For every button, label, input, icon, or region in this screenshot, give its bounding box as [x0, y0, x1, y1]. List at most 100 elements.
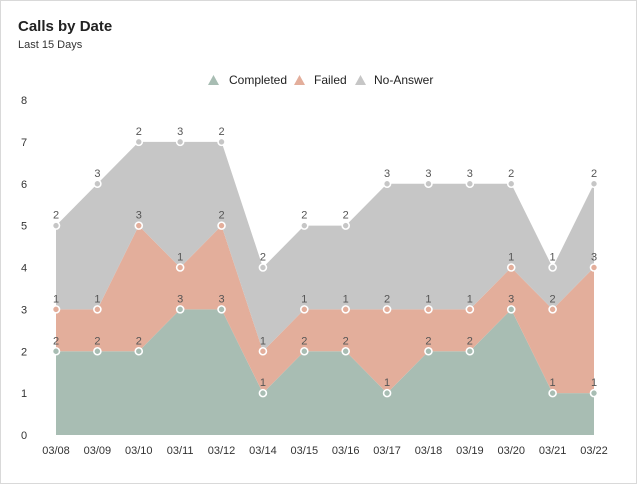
y-axis: 0 1 2 3 4 5 6 7 8 [21, 95, 27, 442]
y-tick-label: 8 [21, 95, 27, 107]
legend-swatch-no-answer [355, 75, 366, 85]
data-label-failed: 1 [53, 293, 59, 305]
data-label-completed: 2 [343, 335, 349, 347]
point-no-answer[interactable] [175, 137, 185, 147]
data-label-failed: 1 [301, 293, 307, 305]
point-completed[interactable] [217, 305, 226, 314]
point-completed[interactable] [589, 388, 599, 398]
data-label-completed: 2 [53, 335, 59, 347]
chart-subtitle: Last 15 Days [18, 39, 83, 51]
point-completed[interactable] [341, 346, 350, 356]
data-label-completed: 1 [260, 377, 266, 389]
x-tick-label: 03/17 [373, 445, 401, 457]
point-failed[interactable] [134, 221, 144, 230]
data-label-no-answer: 2 [136, 126, 142, 138]
data-label-no-answer: 2 [218, 126, 224, 138]
y-tick-label: 2 [21, 346, 27, 358]
x-tick-label: 03/11 [167, 445, 194, 457]
point-completed[interactable] [51, 346, 61, 356]
legend-label-no-answer[interactable]: No-Answer [374, 73, 433, 87]
data-label-no-answer: 3 [384, 168, 390, 180]
point-failed[interactable] [217, 221, 226, 230]
point-no-answer[interactable] [341, 221, 350, 230]
x-tick-label: 03/21 [539, 445, 567, 457]
point-failed[interactable] [341, 305, 350, 314]
data-label-no-answer: 3 [467, 168, 473, 180]
point-completed[interactable] [382, 388, 392, 398]
data-label-no-answer: 1 [550, 252, 556, 264]
x-tick-label: 03/22 [580, 445, 608, 457]
point-no-answer[interactable] [589, 179, 599, 189]
y-tick-label: 6 [21, 179, 27, 191]
data-label-failed: 2 [384, 293, 390, 305]
point-no-answer[interactable] [548, 263, 557, 272]
x-tick-label: 03/08 [42, 445, 70, 457]
x-tick-label: 03/12 [208, 445, 236, 457]
data-label-no-answer: 2 [260, 252, 266, 264]
data-label-no-answer: 2 [508, 168, 514, 180]
data-label-completed: 2 [136, 335, 142, 347]
point-failed[interactable] [589, 263, 599, 272]
point-no-answer[interactable] [506, 179, 516, 189]
x-tick-label: 03/18 [415, 445, 443, 457]
y-tick-label: 3 [21, 304, 27, 316]
y-tick-label: 5 [21, 221, 27, 233]
point-failed[interactable] [300, 305, 309, 314]
point-completed[interactable] [175, 305, 185, 314]
data-label-completed: 3 [218, 293, 224, 305]
point-completed[interactable] [424, 346, 433, 356]
point-completed[interactable] [506, 305, 516, 314]
point-completed[interactable] [134, 346, 144, 356]
area-no-answer[interactable] [56, 141, 594, 352]
point-no-answer[interactable] [134, 137, 144, 147]
point-no-answer[interactable] [382, 179, 392, 189]
data-label-no-answer: 2 [591, 168, 597, 180]
point-no-answer[interactable] [465, 179, 475, 189]
data-label-failed: 3 [591, 252, 597, 264]
data-label-completed: 3 [508, 293, 514, 305]
point-failed[interactable] [175, 263, 185, 272]
data-label-completed: 1 [384, 377, 390, 389]
point-failed[interactable] [51, 305, 61, 314]
data-label-completed: 2 [94, 335, 100, 347]
point-no-answer[interactable] [217, 137, 226, 147]
point-no-answer[interactable] [258, 263, 268, 272]
legend-label-completed[interactable]: Completed [229, 73, 287, 87]
data-label-failed: 1 [425, 293, 431, 305]
point-no-answer[interactable] [51, 221, 61, 230]
data-label-no-answer: 3 [425, 168, 431, 180]
point-completed[interactable] [548, 388, 557, 398]
point-failed[interactable] [258, 346, 268, 356]
y-tick-label: 7 [21, 137, 27, 149]
point-failed[interactable] [548, 305, 557, 314]
data-points [51, 137, 599, 398]
data-label-failed: 1 [260, 335, 266, 347]
point-failed[interactable] [382, 305, 392, 314]
data-label-completed: 2 [301, 335, 307, 347]
data-label-failed: 1 [343, 293, 349, 305]
point-completed[interactable] [93, 346, 102, 356]
series-areas [56, 141, 594, 435]
point-completed[interactable] [300, 346, 309, 356]
point-failed[interactable] [465, 305, 475, 314]
data-labels: 2 2 2 3 3 1 2 2 1 2 2 3 1 1 1 1 3 1 2 1 1 1 2 1 1 1 2 3 2 3 2 3 2 2 2 2 3 3 3 2… [53, 126, 597, 389]
x-tick-label: 03/20 [497, 445, 525, 457]
point-no-answer[interactable] [93, 179, 102, 189]
point-failed[interactable] [424, 305, 433, 314]
area-completed[interactable] [56, 309, 594, 435]
data-label-failed: 2 [218, 210, 224, 222]
legend-label-failed[interactable]: Failed [314, 73, 347, 87]
chart-title: Calls by Date [18, 18, 113, 35]
x-axis: 03/08 03/09 03/10 03/11 03/12 03/14 03/15 03/16… [42, 445, 608, 457]
data-label-completed: 3 [177, 293, 183, 305]
data-label-no-answer: 3 [177, 126, 183, 138]
x-tick-label: 03/14 [249, 445, 277, 457]
point-completed[interactable] [465, 346, 475, 356]
point-failed[interactable] [93, 305, 102, 314]
x-tick-label: 03/16 [332, 445, 360, 457]
point-failed[interactable] [506, 263, 516, 272]
point-completed[interactable] [258, 388, 268, 398]
point-no-answer[interactable] [424, 179, 433, 189]
point-no-answer[interactable] [300, 221, 309, 230]
